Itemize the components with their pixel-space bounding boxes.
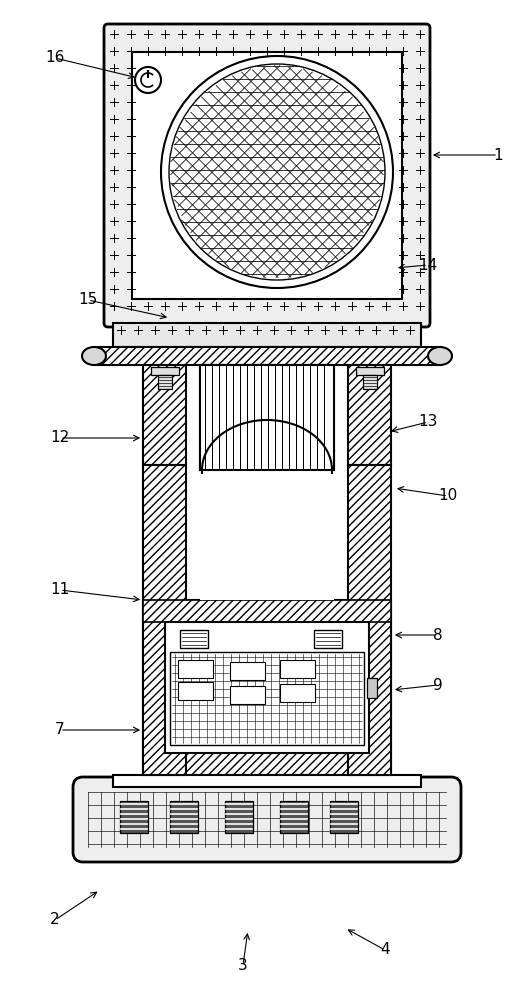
Text: 13: 13 [418, 414, 437, 430]
Bar [348, 365, 391, 465]
Bar [143, 365, 186, 465]
Bar [280, 801, 308, 833]
Bar [200, 365, 334, 470]
Text: 8: 8 [433, 628, 443, 643]
Bar [330, 801, 358, 833]
Text: 12: 12 [50, 430, 70, 446]
Bar [150, 367, 178, 375]
Text: 11: 11 [50, 582, 70, 597]
Text: 16: 16 [45, 50, 65, 66]
Bar [362, 375, 377, 389]
Text: 3: 3 [238, 958, 248, 972]
Ellipse shape [82, 347, 106, 365]
Text: 15: 15 [78, 292, 98, 308]
Bar [367, 678, 377, 698]
Bar [314, 630, 342, 648]
Circle shape [135, 67, 161, 93]
Bar [225, 801, 253, 833]
Bar [120, 801, 148, 833]
Bar [280, 660, 315, 678]
Bar [348, 465, 391, 775]
Bar [158, 375, 171, 389]
Bar [230, 662, 265, 680]
Text: 14: 14 [418, 257, 437, 272]
Bar [165, 622, 369, 753]
Circle shape [169, 64, 385, 280]
Bar [170, 652, 364, 745]
Bar [143, 600, 391, 622]
Text: 4: 4 [380, 942, 390, 958]
Bar [132, 52, 402, 299]
Bar [143, 465, 186, 775]
Bar [170, 801, 198, 833]
Bar [355, 367, 384, 375]
Text: 9: 9 [433, 678, 443, 692]
Bar [113, 323, 421, 347]
Text: 10: 10 [439, 488, 458, 504]
FancyBboxPatch shape [73, 777, 461, 862]
Bar [200, 470, 334, 600]
Text: 7: 7 [55, 722, 65, 738]
Bar [178, 682, 213, 700]
Bar [280, 684, 315, 702]
Bar [178, 660, 213, 678]
Text: 2: 2 [50, 912, 60, 928]
Text: 1: 1 [493, 147, 503, 162]
Bar [94, 347, 440, 365]
Bar [230, 686, 265, 704]
Bar [200, 365, 334, 470]
FancyBboxPatch shape [104, 24, 430, 327]
Bar [143, 600, 391, 775]
Circle shape [161, 56, 393, 288]
Bar [180, 630, 208, 648]
Ellipse shape [428, 347, 452, 365]
Bar [113, 775, 421, 787]
